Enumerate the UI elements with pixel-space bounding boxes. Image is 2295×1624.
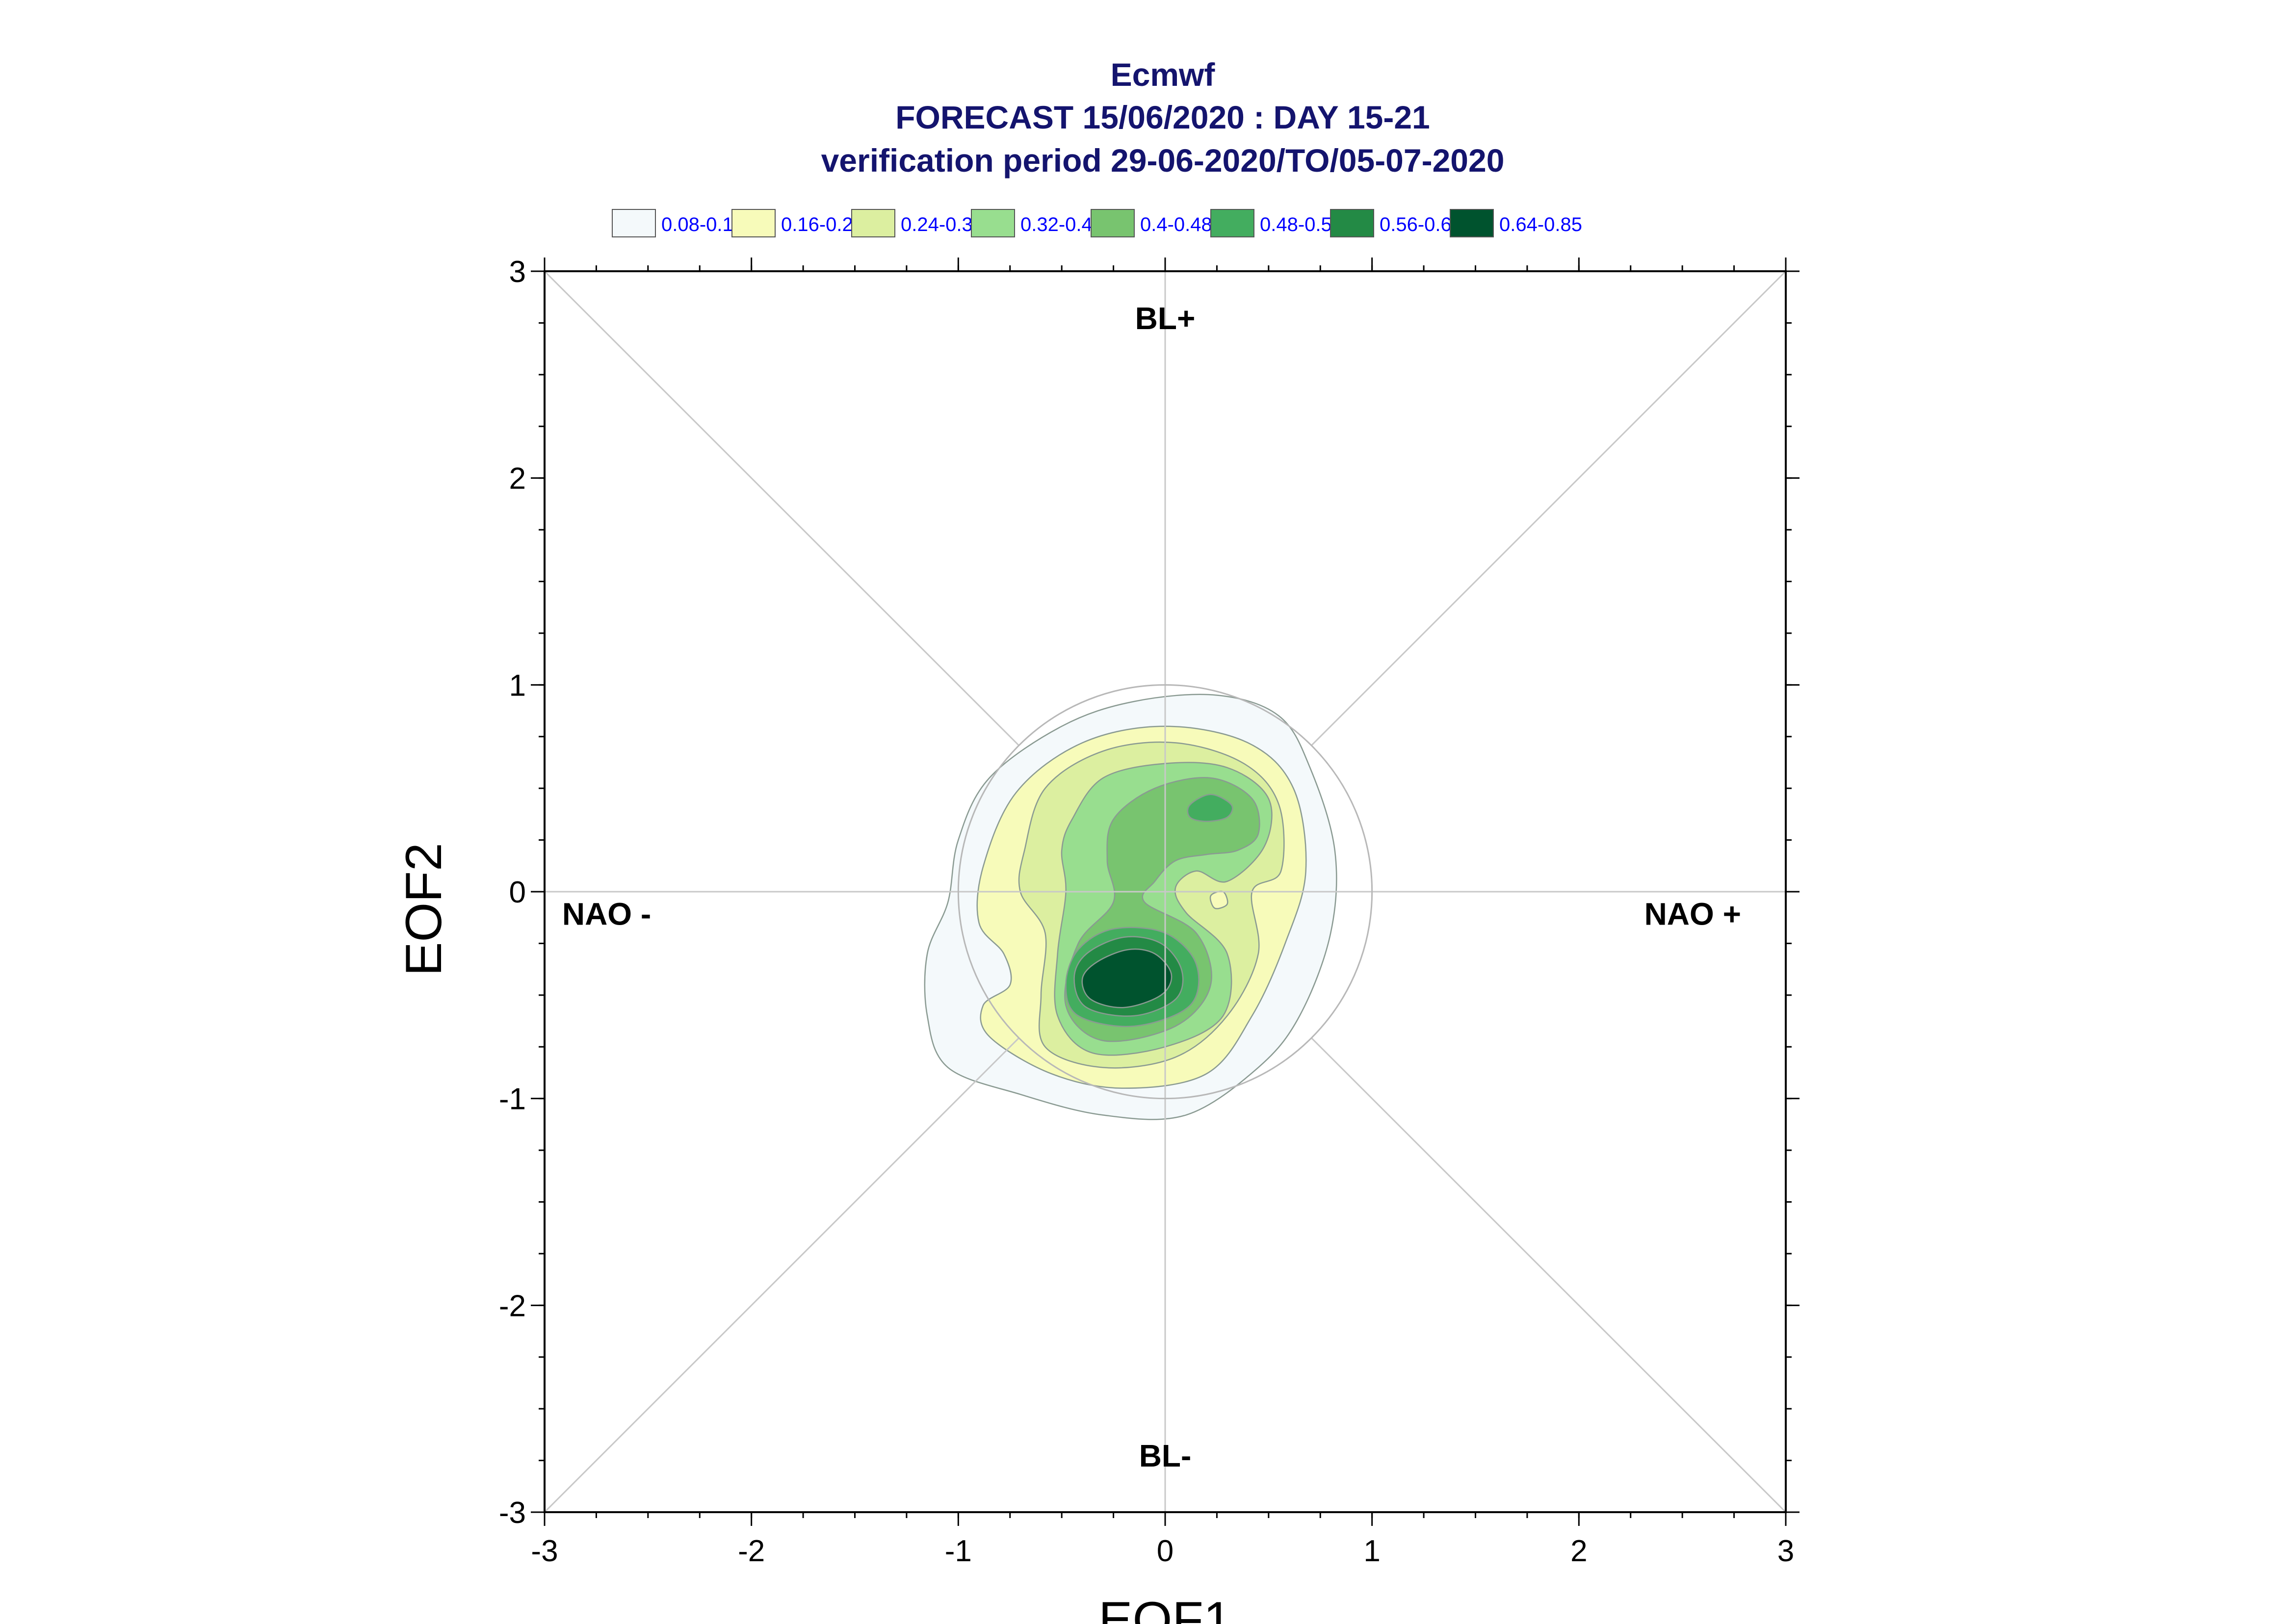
regime-label-nao-minus: NAO - [562,896,651,931]
legend-swatch [1091,209,1135,237]
x-tick-label: 1 [1363,1534,1380,1568]
y-tick-label: 0 [509,876,526,909]
y-tick-label: 2 [509,462,526,496]
legend-swatch [1450,209,1494,237]
chart-title-line-3: verification period 29-06-2020/TO/05-07-… [821,142,1505,179]
regime-label-bl-minus: BL- [1139,1438,1192,1473]
legend-label: 0.4-0.48 [1140,214,1212,235]
contour-layers [924,694,1337,1120]
legend-swatch [1210,209,1254,237]
legend-label: 0.32-0.4 [1020,214,1093,235]
diagonal-bottom-left [544,1037,1019,1513]
axis-ticks: -3 -2 -1 0 1 2 3 3 2 1 0 -1 -2 -3 [499,255,1799,1568]
diagonal-top-left [544,270,1019,746]
contour-level-8-8 [1081,948,1173,1008]
guide-lines [544,270,1787,1513]
y-tick-label: -2 [499,1289,526,1323]
regime-label-nao-plus: NAO + [1644,896,1741,931]
x-tick-label: 3 [1777,1534,1794,1568]
legend-label: 0.24-0.32 [901,214,984,235]
legend-label: 0.08-0.16 [661,214,744,235]
legend-swatch [971,209,1015,237]
legend-swatch [851,209,895,237]
legend-label: 0.64-0.85 [1499,214,1582,235]
regime-label-bl-plus: BL+ [1135,301,1196,336]
y-axis-label: EOF2 [395,843,452,976]
chart-title-line-2: FORECAST 15/06/2020 : DAY 15-21 [895,99,1430,135]
unit-circle [957,684,1373,1100]
y-tick-label: -1 [499,1083,526,1116]
x-axis-label: EOF1 [1098,1592,1232,1624]
legend-label: 0.56-0.64 [1380,214,1462,235]
x-tick-label: -2 [738,1534,765,1568]
chart-title-line-1: Ecmwf [1111,56,1216,93]
y-tick-label: 1 [509,669,526,702]
legend-label: 0.16-0.24 [781,214,864,235]
x-tick-label: -1 [945,1534,972,1568]
diagonal-bottom-right [1311,1037,1787,1513]
contour-level-2-9 [1209,891,1228,909]
legend-swatch [612,209,656,237]
x-tick-label: 2 [1570,1534,1587,1568]
legend-swatch [731,209,776,237]
contour-level-6-6 [1187,794,1233,822]
diagonal-top-right [1311,270,1787,746]
x-tick-label: -3 [531,1534,558,1568]
legend: 0.08-0.16 0.16-0.24 0.24-0.32 0.32-0.4 0.4-0… [612,209,1582,237]
legend-swatch [1330,209,1374,237]
legend-label: 0.48-0.56 [1260,214,1343,235]
y-tick-label: 3 [509,255,526,289]
y-tick-label: -3 [499,1496,526,1530]
x-tick-label: 0 [1157,1534,1174,1568]
